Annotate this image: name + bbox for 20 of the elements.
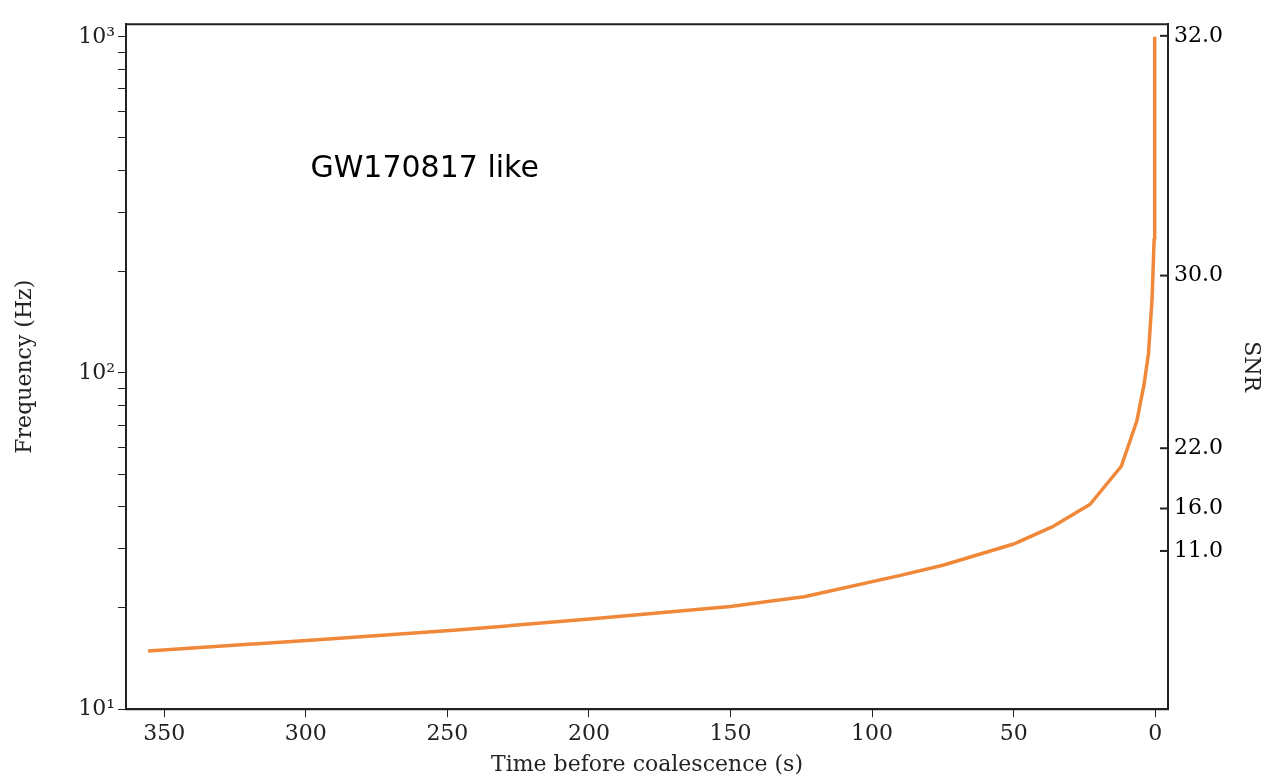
text: 22.0 [1174,433,1223,459]
y-axis-title: Frequency (Hz) [10,279,36,454]
x-tick-label: 50 [999,720,1028,746]
annotation: GW170817 like [310,149,539,184]
y2-axis-title: SNR [1240,341,1266,394]
y-tick-label: 10³ [78,22,115,48]
text: 32.0 [1174,21,1223,47]
text: 30.0 [1174,261,1223,287]
x-tick-label: 150 [709,720,752,746]
x-tick-label: 200 [567,720,610,746]
x-axis-title: Time before coalescence (s) [491,750,803,776]
x-tick-label: 0 [1148,720,1163,746]
text: 16.0 [1174,494,1223,520]
y-tick-label: 10² [78,358,115,384]
x-tick-label: 100 [851,720,894,746]
x-tick-label: 250 [426,720,469,746]
y-tick-label: 10¹ [78,694,115,720]
x-tick-label: 300 [284,720,327,746]
x-tick-label: 350 [143,720,186,746]
text: 11.0 [1174,536,1223,562]
